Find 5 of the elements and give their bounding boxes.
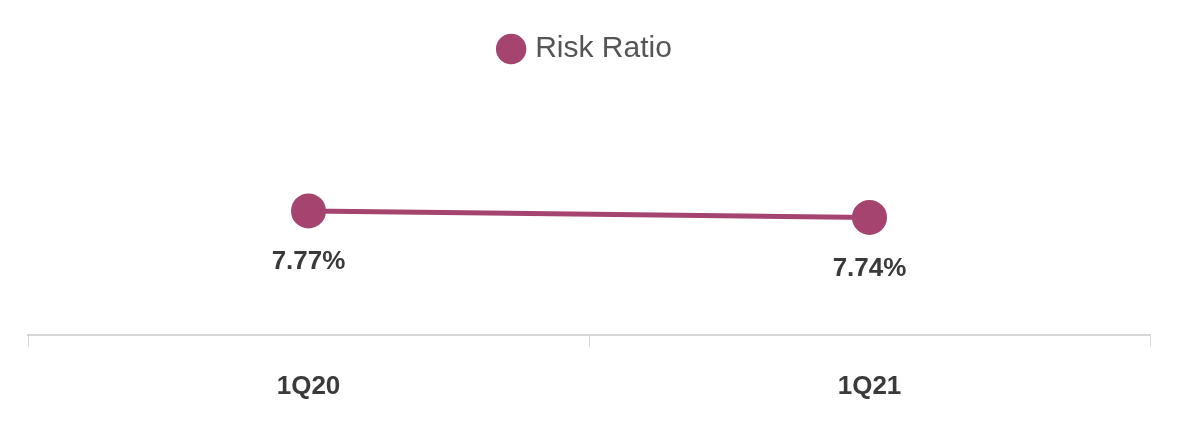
x-tick-label: 1Q21 bbox=[837, 369, 902, 400]
data-label: 7.77% bbox=[271, 245, 346, 276]
x-tick-label: 1Q20 bbox=[276, 369, 341, 400]
data-label: 7.74% bbox=[832, 251, 907, 282]
legend-label: Risk Ratio bbox=[535, 30, 672, 64]
